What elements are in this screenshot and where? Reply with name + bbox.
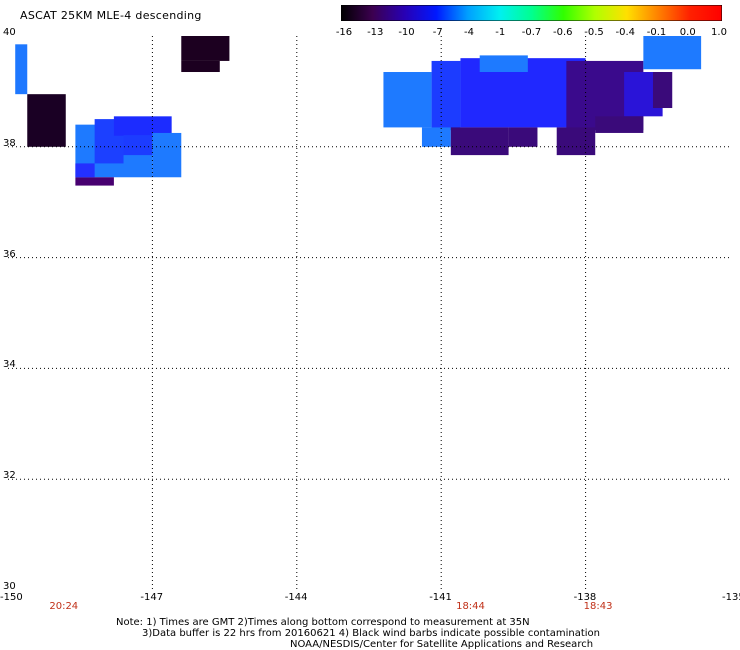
color-bar-label: -0.7 [521, 27, 542, 38]
longitude-label: -138 [573, 592, 597, 603]
note-line-1: Note: 1) Times are GMT 2)Times along bot… [116, 617, 530, 628]
data-cell [123, 135, 153, 156]
data-cell [75, 163, 95, 178]
time-label: 18:43 [583, 601, 613, 612]
latitude-label: 34 [3, 359, 16, 371]
color-bar-label: -13 [367, 27, 384, 38]
color-bar-label: 0.0 [679, 27, 696, 38]
color-bar [341, 5, 722, 21]
longitude-label: -135 [722, 592, 740, 603]
data-cell [181, 60, 220, 73]
latitude-label: 36 [3, 248, 16, 260]
data-cell [556, 127, 596, 156]
data-cell [479, 55, 528, 73]
latitude-label: 30 [3, 581, 16, 592]
color-bar-label: -0.4 [615, 27, 636, 38]
latitude-label: 32 [3, 470, 16, 482]
color-bar-gradient [341, 5, 722, 21]
note-line-2: 3)Data buffer is 22 hrs from 20160621 4)… [142, 628, 600, 639]
data-cell [75, 177, 114, 186]
color-bar-label: 1.0 [711, 27, 727, 38]
latitude-label: 40 [3, 27, 16, 38]
color-bar-label: -1 [495, 27, 506, 38]
longitude-label: -150 [0, 592, 23, 603]
time-label: 18:44 [456, 601, 485, 612]
longitude-label: -147 [140, 592, 164, 603]
data-cell [595, 116, 644, 133]
data-cell [431, 60, 461, 131]
color-bar-label: -10 [398, 27, 415, 38]
longitude-label: -141 [429, 592, 452, 603]
note-line-3: NOAA/NESDIS/Center for Satellite Applica… [290, 639, 594, 650]
color-bar-label: -16 [335, 27, 353, 38]
color-bar-label: -7 [432, 27, 443, 38]
data-cell [27, 94, 66, 147]
latitude-label: 38 [3, 137, 16, 149]
color-bar-label: -0.1 [646, 27, 667, 38]
data-cell [450, 127, 509, 156]
data-cell [113, 116, 172, 136]
data-cell [383, 72, 432, 128]
time-label: 20:24 [49, 601, 79, 612]
color-bar-label: -0.6 [552, 27, 573, 38]
data-cell [421, 127, 451, 147]
color-bar-label: -4 [464, 27, 474, 38]
data-cell [181, 36, 230, 61]
data-cell [15, 44, 28, 95]
longitude-label: -144 [284, 592, 308, 603]
data-cell [652, 72, 673, 109]
data-cell [152, 132, 182, 178]
map-title: ASCAT 25KM MLE-4 descending [20, 9, 202, 22]
data-cell [508, 127, 538, 147]
color-bar-label: -0.5 [584, 27, 604, 38]
data-cell [643, 36, 702, 70]
